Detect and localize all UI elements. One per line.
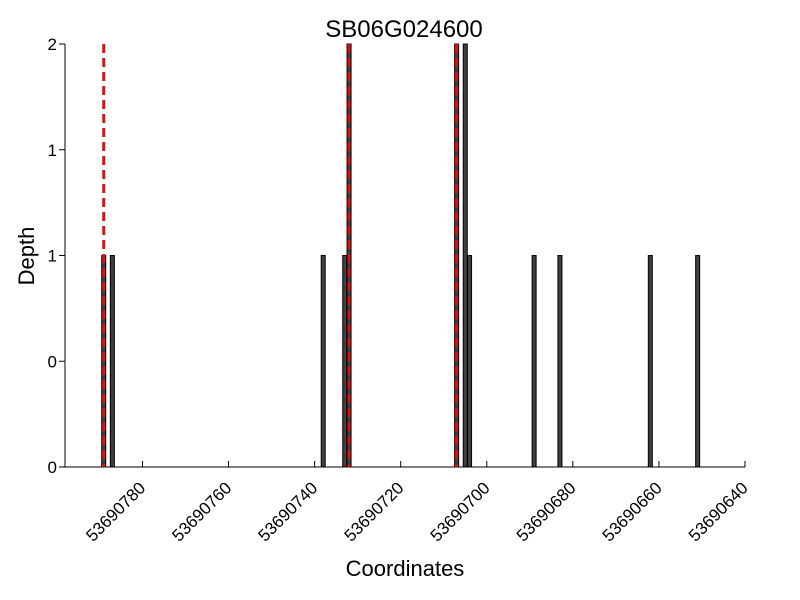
depth-bar xyxy=(695,255,701,468)
x-tick-label: 53690740 xyxy=(255,478,322,545)
depth-bar xyxy=(109,255,115,468)
y-axis-label: Depth xyxy=(14,227,39,286)
x-tick-label: 53690760 xyxy=(168,478,235,545)
y-tick-label: 0 xyxy=(48,352,57,371)
x-tick-label: 53690640 xyxy=(685,478,752,545)
y-tick-label: 1 xyxy=(48,141,57,160)
x-tick-label: 53690700 xyxy=(427,478,494,545)
bars xyxy=(101,43,701,468)
depth-bar xyxy=(342,255,348,468)
x-tick-label: 53690660 xyxy=(599,478,666,545)
x-tick-label: 53690680 xyxy=(513,478,580,545)
y-tick-label: 0 xyxy=(48,458,57,477)
x-ticks: 53690780 53690760 53690740 53690720 53690700… xyxy=(82,461,752,545)
x-tick-label: 53690720 xyxy=(341,478,408,545)
depth-bar xyxy=(320,255,326,468)
depth-bar xyxy=(462,43,468,468)
x-tick-label: 53690780 xyxy=(82,478,149,545)
markers xyxy=(102,44,459,467)
depth-bar xyxy=(467,255,473,468)
y-ticks: 0 0 1 1 2 xyxy=(48,35,65,477)
depth-bar xyxy=(647,255,653,468)
y-tick-label: 2 xyxy=(48,35,57,54)
depth-bar xyxy=(531,255,537,468)
chart-title: SB06G024600 xyxy=(325,16,482,43)
depth-bar xyxy=(557,255,563,468)
x-axis-label: Coordinates xyxy=(346,556,465,581)
y-tick-label: 1 xyxy=(48,247,57,266)
